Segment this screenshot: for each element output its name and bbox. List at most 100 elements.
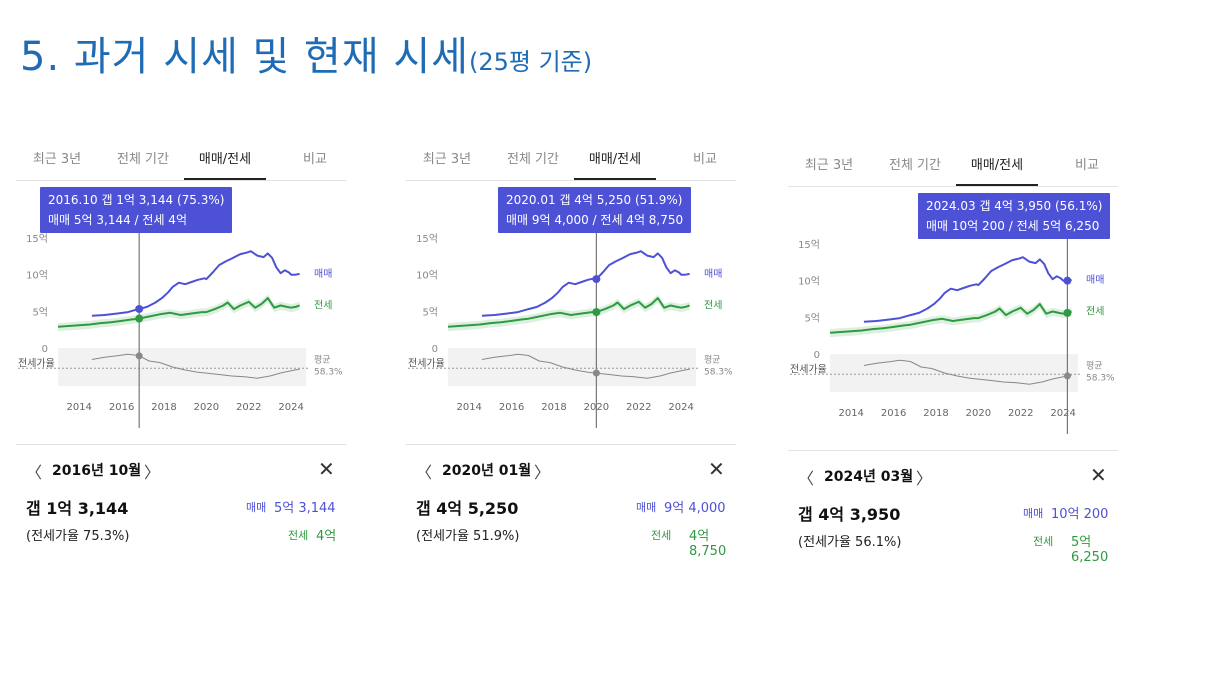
month-nav: 〈 2016년 10월 〉 ✕ [16,455,346,485]
tab-full-period[interactable]: 전체 기간 [889,158,941,173]
jeonse-line [829,303,1072,334]
jeonse-value: 4억 [316,529,337,544]
price-chart: 15억 10억 5억 0 2014 2016 2018 2020 2022 2024 매매전세전세가… [790,198,1115,434]
ratio-line [91,353,300,379]
y-tick-label: 5억 [804,312,820,324]
tooltip-line1: 2020.01 갭 4억 5,250 (51.9%) [506,193,683,207]
slide-title: 5. 과거 시세 및 현재 시세(25평 기준) [20,24,592,82]
jeonse-ratio-text: (전세가율 75.3%) [26,529,130,544]
y-tick-label: 5억 [32,306,48,318]
sale-label: 매매 [1023,507,1044,520]
tab-recent-3y[interactable]: 최근 3년 [804,158,854,173]
selected-month: 2024년 03월 [824,469,914,485]
x-tick-label: 2022 [1008,408,1033,419]
close-icon[interactable]: ✕ [318,457,335,481]
jeonse-range-band [448,294,690,332]
y-tick-label: 15억 [798,239,820,251]
chart-tooltip: 2024.03 갭 4억 3,950 (56.1%) 매매 10억 200 / 전… [918,193,1111,239]
gap-amount: 갭 1억 3,144 [26,499,129,518]
sale-line [481,250,690,317]
jeonse-ratio-text: (전세가율 56.1%) [798,535,902,550]
price-chart: 15억 10억 5억 0 2014 2016 2018 2020 2022 2024 매매전세전세가… [18,192,343,428]
gap-amount: 갭 4억 5,250 [416,499,519,518]
x-tick-label: 2020 [194,402,219,413]
chart-area: 15억 10억 5억 0 2014 2016 2018 2020 2022 2024 매매 전세 전세가… [406,182,736,436]
tooltip-line1: 2024.03 갭 4억 3,950 (56.1%) [926,199,1103,213]
y-tick-label: 15억 [416,233,438,245]
sale-point [592,275,601,284]
tooltip-line2: 매매 9억 4,000 / 전세 4억 8,750 [506,213,684,227]
tab-full-period[interactable]: 전체 기간 [117,152,169,167]
sale-label: 매매 [636,501,657,514]
ratio-point [592,369,600,377]
tooltip-line1: 2016.10 갭 1억 3,144 (75.3%) [48,193,225,207]
chevron-right-icon[interactable]: 〉 [916,469,933,488]
tab-bar: 최근 3년 전체 기간 매매/전세 비교 [406,142,736,181]
avg-label: 평균 [704,354,721,365]
jeonse-point [135,314,144,323]
sale-line [91,250,300,317]
summary-card: 〈 2016년 10월 〉 ✕ 갭 1억 3,144 (전세가율 75.3%) 매매 5억 3… [16,444,346,545]
jeonse-range-band [830,300,1072,338]
chevron-left-icon[interactable]: 〈 [798,469,815,488]
chevron-left-icon[interactable]: 〈 [416,463,433,482]
tab-sale-jeonse[interactable]: 매매/전세 [574,142,656,180]
avg-value: 58.3% [1086,373,1115,383]
ratio-series-label: 전세가율 [18,357,55,369]
ratio-point [1063,372,1071,380]
slide-title-sub: (25평 기준) [468,48,593,76]
tab-full-period[interactable]: 전체 기간 [507,152,559,167]
selected-month: 2020년 01월 [442,463,532,479]
x-tick-label: 2024 [1050,408,1075,419]
jeonse-label: 전세 [1033,535,1054,548]
chevron-right-icon[interactable]: 〉 [534,463,551,482]
chart-panel: 최근 3년 전체 기간 매매/전세 비교 15억 10억 5억 0 2014 2016 2018 20… [16,142,346,545]
sale-line [863,256,1072,323]
chart-area: 15억 10억 5억 0 2014 2016 2018 2020 2022 2024 매매 전세 전세가… [788,188,1118,442]
ratio-series-label: 전세가율 [408,357,445,369]
y-tick-label: 5억 [422,306,438,318]
jeonse-value: 5억 6,250 [1071,535,1109,565]
avg-label: 평균 [314,354,331,365]
sale-point [135,304,144,313]
close-icon[interactable]: ✕ [708,457,725,481]
chevron-right-icon[interactable]: 〉 [144,463,161,482]
selected-month: 2016년 10월 [52,463,142,479]
avg-value: 58.3% [314,367,343,377]
tooltip-line2: 매매 10억 200 / 전세 5억 6,250 [926,219,1100,233]
y-tick-label: 0 [432,344,438,355]
avg-label: 평균 [1086,360,1103,371]
jeonse-ratio-text: (전세가율 51.9%) [416,529,520,544]
y-tick-label: 15억 [26,233,48,245]
ratio-line [481,353,690,379]
y-tick-label: 10억 [416,270,438,282]
ratio-band [830,354,1078,392]
chart-panel: 최근 3년 전체 기간 매매/전세 비교 15억 10억 5억 0 2014 2016 2018 20… [788,148,1118,565]
sale-series-label: 매매 [1086,274,1104,286]
tab-recent-3y[interactable]: 최근 3년 [422,152,472,167]
tab-compare[interactable]: 비교 [303,152,327,167]
x-tick-label: 2024 [668,402,693,413]
jeonse-point [1063,308,1072,317]
sale-point [1063,276,1072,285]
tab-compare[interactable]: 비교 [693,152,717,167]
tab-recent-3y[interactable]: 최근 3년 [32,152,82,167]
chart-tooltip: 2016.10 갭 1억 3,144 (75.3%) 매매 5억 3,144 / … [40,187,233,233]
tab-sale-jeonse[interactable]: 매매/전세 [956,148,1038,186]
y-tick-label: 0 [42,344,48,355]
jeonse-line [57,297,300,328]
x-tick-label: 2016 [881,408,906,419]
x-tick-label: 2018 [541,402,566,413]
jeonse-series-label: 전세 [314,299,332,311]
x-tick-label: 2014 [838,408,863,419]
y-tick-label: 0 [814,350,820,361]
month-nav: 〈 2024년 03월 〉 ✕ [788,461,1118,491]
tab-bar: 최근 3년 전체 기간 매매/전세 비교 [16,142,346,181]
jeonse-series-label: 전세 [704,299,722,311]
tab-sale-jeonse[interactable]: 매매/전세 [184,142,266,180]
close-icon[interactable]: ✕ [1090,463,1107,487]
chevron-left-icon[interactable]: 〈 [26,463,43,482]
tab-compare[interactable]: 비교 [1075,158,1099,173]
sale-series-label: 매매 [704,268,722,280]
x-tick-label: 2024 [278,402,303,413]
